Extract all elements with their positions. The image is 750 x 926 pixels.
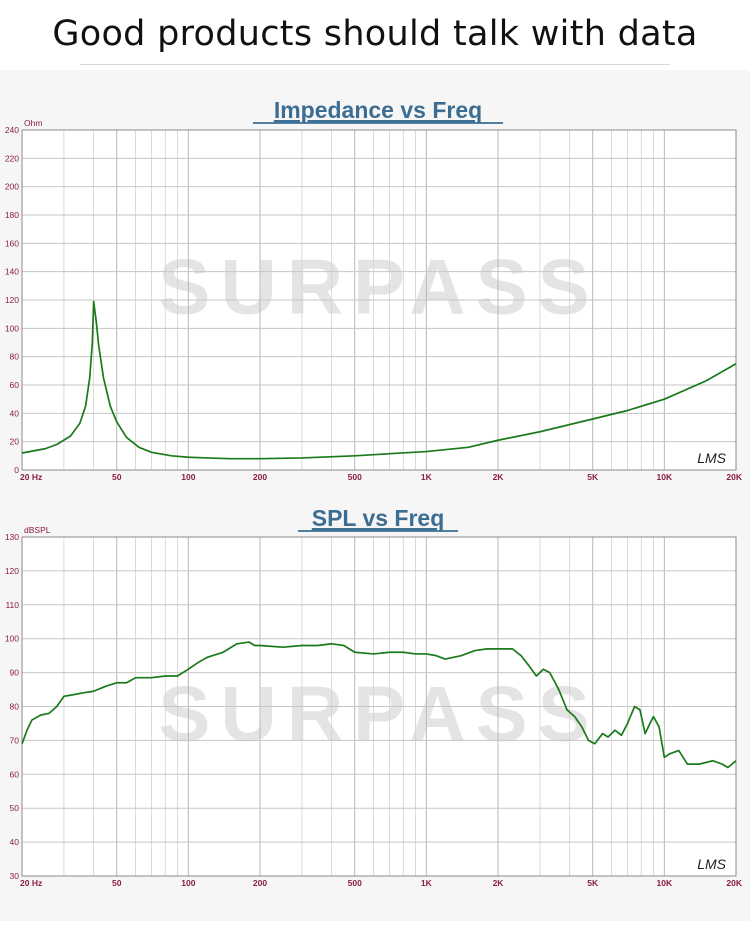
y-tick-label: 100 xyxy=(5,634,19,644)
y-tick-label: 180 xyxy=(5,210,19,220)
y-tick-label: 140 xyxy=(5,267,19,277)
x-tick-label: 2K xyxy=(493,472,505,482)
y-tick-label: 30 xyxy=(10,871,20,881)
y-tick-label: 100 xyxy=(5,323,19,333)
y-tick-label: 60 xyxy=(10,380,20,390)
chart-spl: SURPASS 30 40 50 60 70 80 90 100 110 120 130 20 Hz 50… xyxy=(5,505,743,888)
x-tick-label: 100 xyxy=(181,878,195,888)
x-tick-label: 10K xyxy=(657,472,673,482)
plot-frame xyxy=(21,129,737,471)
y-tick-label: 0 xyxy=(14,465,19,475)
plot-frame xyxy=(21,536,737,877)
series-line xyxy=(21,641,737,769)
y-axis-label: dBSPL xyxy=(24,525,51,535)
charts-stage: SURPASS 0 20 40 60 80 100 120 140 160 180 200 220 240… xyxy=(0,70,750,921)
x-tick-label: 10K xyxy=(657,878,673,888)
charts-svg: SURPASS 0 20 40 60 80 100 120 140 160 180 200 220 240… xyxy=(5,97,743,888)
x-tick-label: 5K xyxy=(587,878,599,888)
x-tick-label: 20 Hz xyxy=(20,472,42,482)
watermark-text: SURPASS xyxy=(158,670,599,758)
chart-title: SPL vs Freq xyxy=(312,505,445,531)
x-tick-label: 20K xyxy=(726,878,742,888)
x-tick-label: 100 xyxy=(181,472,195,482)
x-tick-label: 500 xyxy=(348,472,362,482)
y-tick-label: 120 xyxy=(5,295,19,305)
series-line xyxy=(21,300,737,460)
chart-title: Impedance vs Freq xyxy=(274,97,482,123)
banner: Good products should talk with data xyxy=(0,0,750,70)
x-tick-label: 20K xyxy=(726,472,742,482)
x-tick-label: 500 xyxy=(348,878,362,888)
x-tick-label: 5K xyxy=(587,472,599,482)
lms-signature: LMS xyxy=(697,450,726,466)
y-tick-label: 110 xyxy=(5,600,19,610)
y-tick-label: 130 xyxy=(5,532,19,542)
x-tick-label: 20 Hz xyxy=(20,878,42,888)
watermark-text: SURPASS xyxy=(158,243,599,331)
y-tick-label: 80 xyxy=(10,702,20,712)
y-tick-label: 50 xyxy=(10,803,20,813)
x-tick-label: 200 xyxy=(253,472,267,482)
x-tick-label: 2K xyxy=(493,878,505,888)
y-tick-label: 220 xyxy=(5,153,19,163)
x-tick-label: 1K xyxy=(421,878,433,888)
y-tick-label: 90 xyxy=(10,668,20,678)
page-title: Good products should talk with data xyxy=(52,14,698,54)
y-axis-label: Ohm xyxy=(24,118,42,128)
y-tick-label: 80 xyxy=(10,352,20,362)
y-tick-label: 20 xyxy=(10,437,20,447)
x-tick-label: 50 xyxy=(112,472,122,482)
x-tick-label: 1K xyxy=(421,472,433,482)
y-tick-label: 70 xyxy=(10,735,20,745)
y-tick-label: 200 xyxy=(5,182,19,192)
y-tick-label: 60 xyxy=(10,769,20,779)
y-tick-label: 240 xyxy=(5,125,19,135)
y-tick-label: 40 xyxy=(10,408,20,418)
x-tick-label: 200 xyxy=(253,878,267,888)
chart-impedance: SURPASS 0 20 40 60 80 100 120 140 160 180 200 220 240… xyxy=(5,97,743,482)
x-tick-label: 50 xyxy=(112,878,122,888)
lms-signature: LMS xyxy=(697,856,726,872)
y-tick-label: 160 xyxy=(5,238,19,248)
banner-divider xyxy=(80,64,670,65)
y-tick-label: 40 xyxy=(10,837,20,847)
y-tick-label: 120 xyxy=(5,566,19,576)
